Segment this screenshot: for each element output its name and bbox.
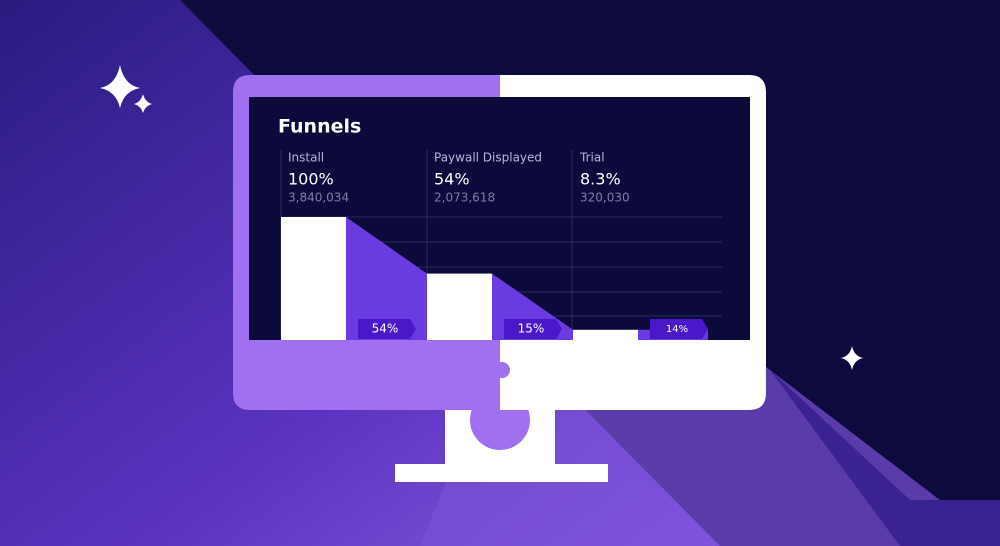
conversion-label: 14% — [666, 324, 688, 335]
bar — [281, 217, 346, 340]
conversion-tag — [504, 319, 562, 339]
monitor-button — [494, 362, 510, 378]
conversion-tag — [358, 319, 416, 339]
sparkles — [100, 65, 863, 370]
sparkle — [134, 94, 152, 113]
conversion-tag — [650, 319, 708, 339]
step-count: 3,840,034 — [288, 191, 349, 205]
funnel-chart: Install 100% 3,840,034 Paywall Displayed 54%… — [281, 151, 708, 340]
step-label: Install — [288, 151, 324, 165]
diagonal-band — [770, 370, 1000, 546]
step-label: Paywall Displayed — [434, 151, 542, 165]
step-label: Trial — [579, 151, 605, 165]
sparkle — [841, 346, 863, 370]
monitor-base — [395, 464, 608, 482]
sparkle — [100, 65, 140, 108]
step-percent: 54% — [434, 170, 470, 189]
step-percent: 8.3% — [580, 170, 621, 189]
chart-title: Funnels — [278, 116, 361, 138]
conversion-label: 15% — [518, 322, 545, 336]
step-percent: 100% — [288, 170, 334, 189]
bar — [427, 273, 492, 340]
step-count: 320,030 — [580, 191, 630, 205]
conversion-label: 54% — [372, 322, 399, 336]
funnel-area — [346, 217, 427, 340]
bar — [573, 329, 638, 340]
step-count: 2,073,618 — [434, 191, 495, 205]
